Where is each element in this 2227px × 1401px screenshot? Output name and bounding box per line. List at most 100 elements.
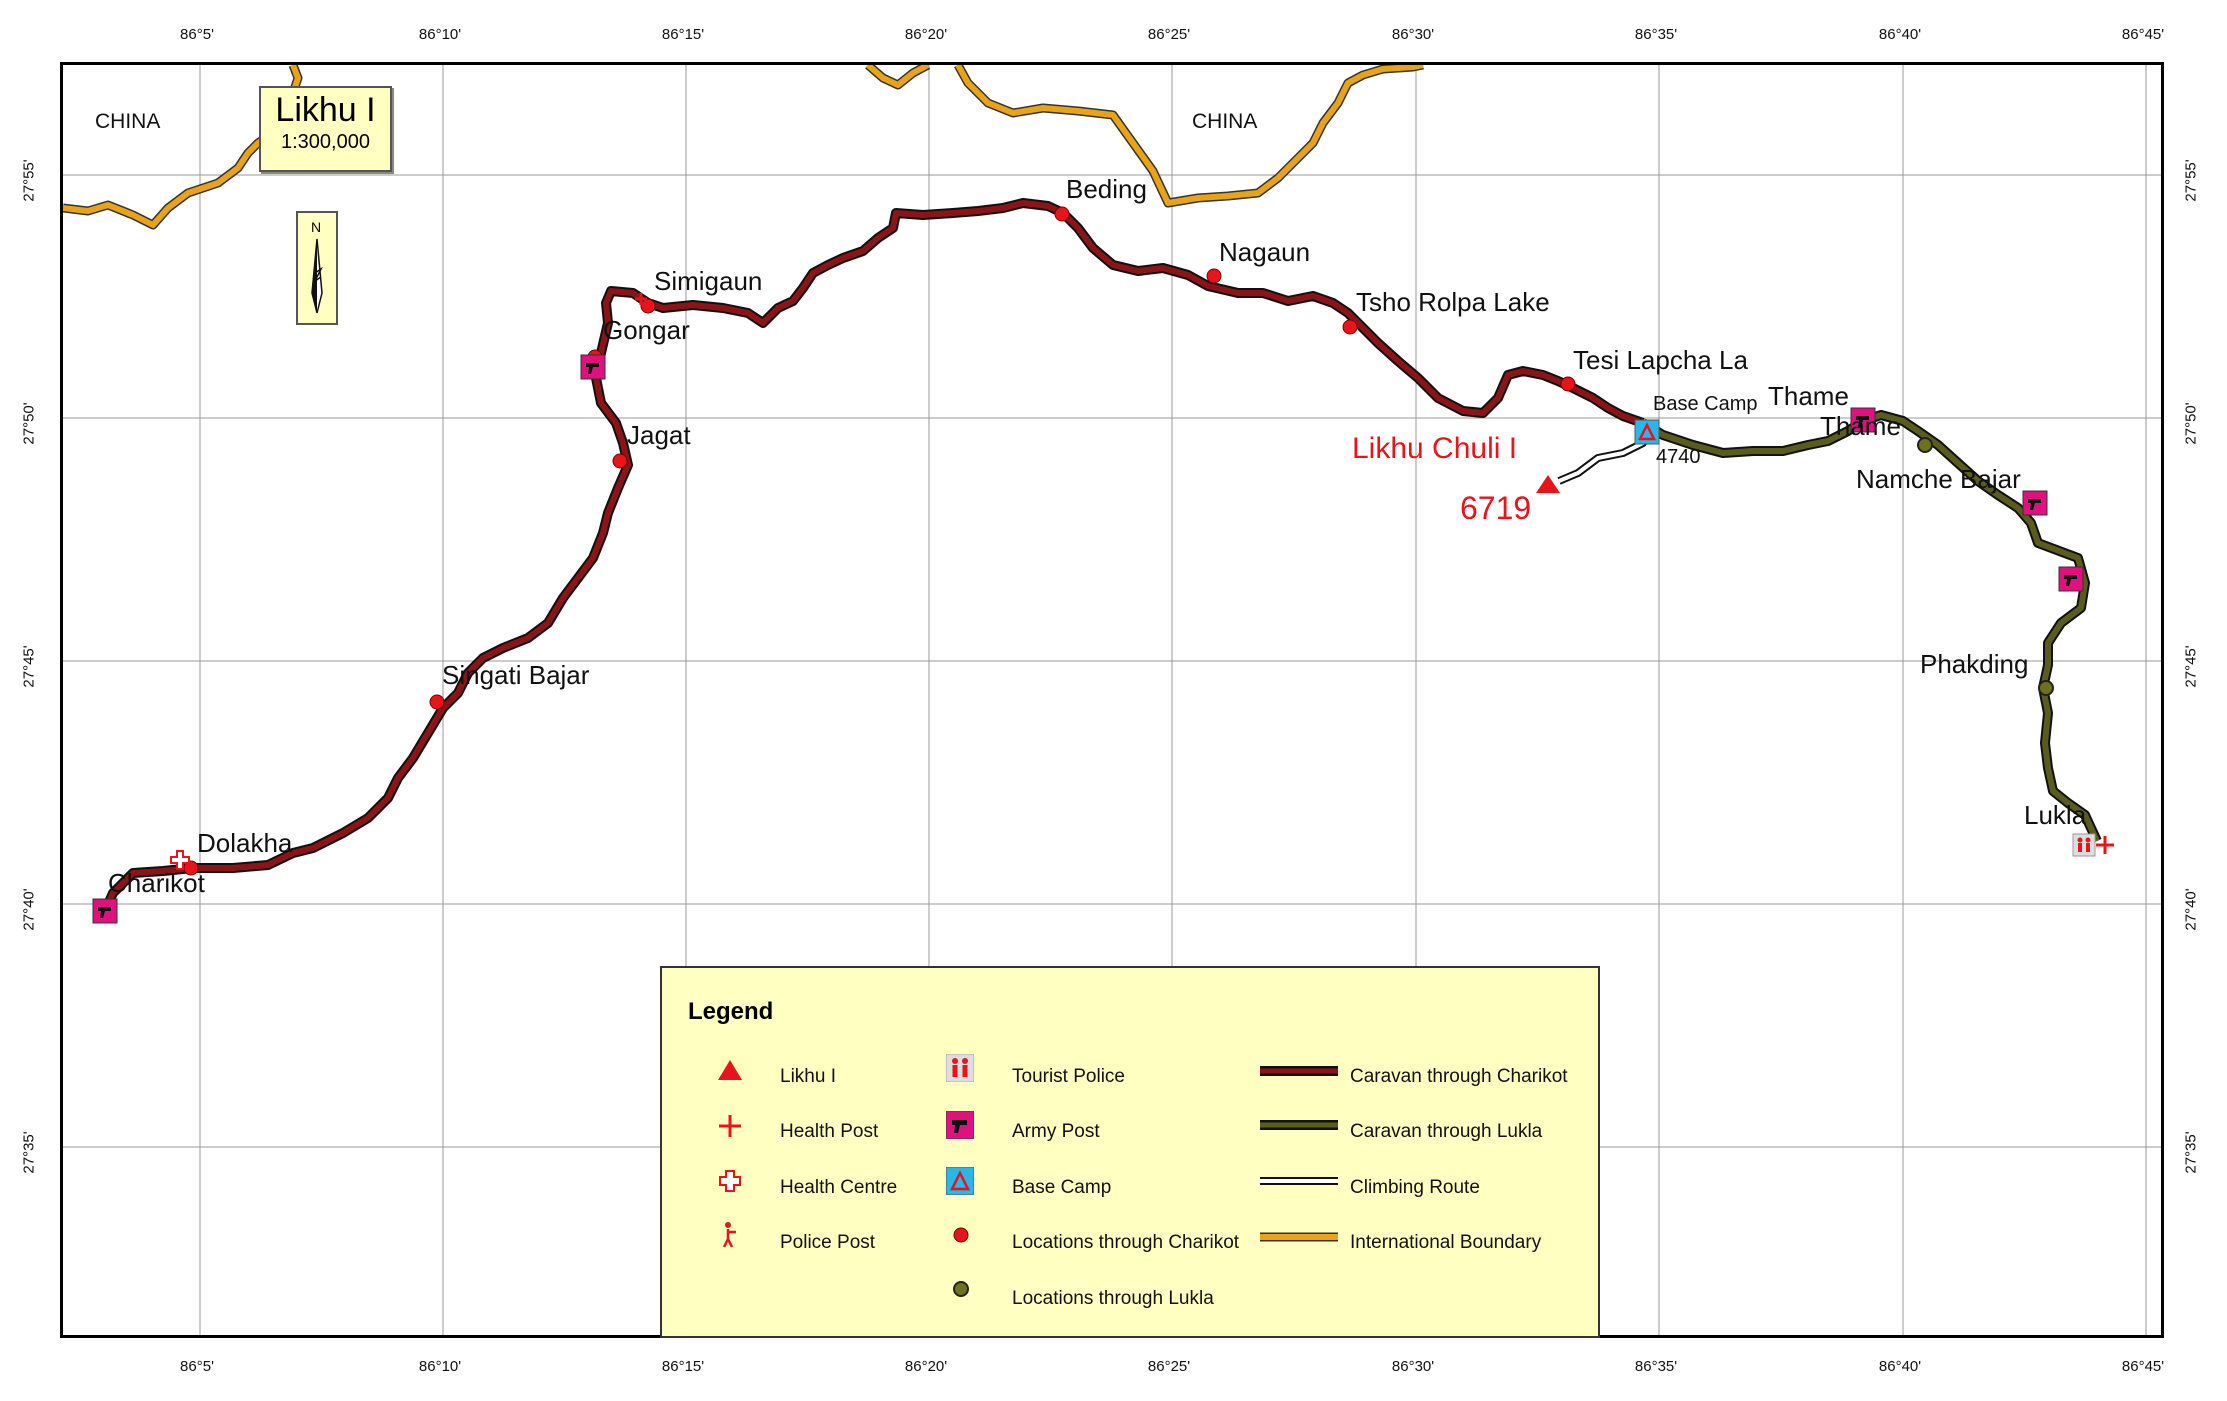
- army-post-icon: [92, 898, 118, 924]
- lon-tick-bottom: 86°25': [1147, 1358, 1191, 1375]
- climbing-route-line-icon: [1260, 1177, 1338, 1185]
- legend-label-caravan-charikot: Caravan through Charikot: [1350, 1066, 1568, 1087]
- caravan-route-charikot: [99, 198, 1645, 916]
- location-dot-simigaun: [640, 298, 656, 314]
- plus-icon: [719, 1115, 741, 1137]
- base-camp-icon: [1634, 419, 1660, 445]
- place-label-charikot: Charikot: [108, 868, 205, 898]
- lon-tick-top: 86°15': [661, 26, 705, 43]
- legend-label-loc-charikot: Locations through Charikot: [1012, 1232, 1240, 1253]
- legend-label-loc-lukla: Locations through Lukla: [1012, 1288, 1214, 1309]
- lat-tick-right: 27°35': [2182, 1131, 2200, 1174]
- lon-tick-bottom: 86°5': [180, 1358, 214, 1375]
- legend-label-health-centre: Health Centre: [780, 1177, 898, 1198]
- peak-name-label: Likhu Chuli I: [1352, 432, 1518, 465]
- north-arrow-box: N: [296, 211, 338, 325]
- army-posts: [92, 354, 2084, 924]
- place-label-jagat: Jagat: [627, 420, 691, 450]
- location-dot-tsho-rolpa: [1342, 319, 1358, 335]
- lat-tick-right: 27°55': [2182, 159, 2200, 202]
- olive-dot-icon: [953, 1281, 969, 1297]
- north-label: N: [311, 219, 322, 235]
- location-dot-singati: [429, 694, 445, 710]
- army-post-icon: [2022, 490, 2048, 516]
- police-figure-icon: [722, 1222, 736, 1248]
- legend-label-climbing-route: Climbing Route: [1350, 1177, 1480, 1198]
- peak-triangle-icon: [1536, 475, 1560, 493]
- legend-label-health-post: Health Post: [780, 1121, 879, 1142]
- lon-tick-top: 86°10': [418, 26, 462, 43]
- place-label-dolakha: Dolakha: [197, 828, 293, 858]
- place-label-gongar: Gongar: [603, 315, 690, 345]
- place-label-beding: Beding: [1066, 174, 1147, 204]
- lat-tick-left: 27°50': [20, 402, 38, 445]
- legend-label-police-post: Police Post: [780, 1232, 876, 1253]
- place-label-base-camp: Base Camp: [1653, 393, 1758, 415]
- lon-tick-top: 86°30': [1391, 26, 1435, 43]
- place-label-thame: Thame: [1768, 381, 1849, 411]
- base-camp-elevation: 4740: [1656, 446, 1701, 468]
- location-dot-nagaun: [1206, 268, 1222, 284]
- legend-label-intl-boundary: International Boundary: [1350, 1232, 1542, 1253]
- legend-title: Legend: [688, 998, 774, 1025]
- location-dot-beding: [1054, 206, 1070, 222]
- lon-tick-bottom: 86°20': [904, 1358, 948, 1375]
- lon-tick-top: 86°40': [1878, 26, 1922, 43]
- map-title: Likhu I: [275, 91, 376, 129]
- legend-label-army-post: Army Post: [1012, 1121, 1100, 1142]
- army-post-icon: [946, 1111, 974, 1139]
- lon-tick-bottom: 86°30': [1391, 1358, 1435, 1375]
- caravan-lukla-line-icon: [1260, 1120, 1338, 1130]
- place-label-tsho-rolpa: Tsho Rolpa Lake: [1356, 287, 1550, 317]
- lon-tick-bottom: 86°35': [1634, 1358, 1678, 1375]
- tourist-police-icon: [2072, 833, 2096, 857]
- red-dot-icon: [953, 1227, 969, 1243]
- location-dot-phakding: [2038, 680, 2054, 696]
- legend-label-caravan-lukla: Caravan through Lukla: [1350, 1121, 1543, 1142]
- health-centre-icon: [170, 850, 190, 870]
- map-canvas[interactable]: [63, 65, 2164, 1338]
- caravan-charikot-line-icon: [1260, 1066, 1338, 1076]
- lon-tick-top: 86°5': [180, 26, 214, 43]
- lat-tick-right: 27°40': [2182, 888, 2200, 931]
- lat-tick-right: 27°45': [2182, 645, 2200, 688]
- caravan-route-lukla: [1640, 410, 2102, 844]
- lon-tick-top: 86°25': [1147, 26, 1191, 43]
- legend-label-base-camp: Base Camp: [1012, 1177, 1112, 1198]
- army-post-icon: [580, 354, 606, 380]
- boundary-line-icon: [1260, 1232, 1338, 1242]
- health-post-icon: [635, 293, 2114, 854]
- legend-label-tourist-police: Tourist Police: [1012, 1066, 1125, 1087]
- place-label-namche: Namche Bajar: [1856, 464, 2021, 494]
- triangle-icon: [718, 1060, 742, 1080]
- tourist-police-icon: [946, 1054, 974, 1082]
- locations-charikot: [183, 206, 1576, 876]
- north-arrow-icon: [311, 238, 323, 314]
- lon-tick-bottom: 86°40': [1878, 1358, 1922, 1375]
- place-label-lukla: Lukla: [2024, 800, 2087, 830]
- legend: Legend Likhu I Health Post Health Centre…: [660, 966, 1600, 1338]
- army-post-icon: [2058, 566, 2084, 592]
- place-label-tesi-lapcha: Tesi Lapcha La: [1573, 345, 1748, 375]
- lat-tick-right: 27°50': [2182, 402, 2200, 445]
- locations-lukla: [1917, 437, 2054, 696]
- lon-tick-top: 86°45': [2121, 26, 2165, 43]
- location-dot-thame: [1917, 437, 1933, 453]
- base-camp-icon: [946, 1167, 974, 1195]
- place-label-singati: Singati Bajar: [442, 660, 590, 690]
- lon-tick-bottom: 86°45': [2121, 1358, 2165, 1375]
- lon-tick-bottom: 86°10': [418, 1358, 462, 1375]
- legend-label-likhu: Likhu I: [780, 1066, 836, 1087]
- location-dot-tesi-lapcha: [1560, 376, 1576, 392]
- place-label-nagaun: Nagaun: [1219, 237, 1311, 267]
- lon-tick-bottom: 86°15': [661, 1358, 705, 1375]
- army-post-icon: [1850, 407, 1876, 433]
- location-dot-jagat: [612, 453, 628, 469]
- map-scale: 1:300,000: [281, 131, 370, 153]
- lat-tick-left: 27°35': [20, 1131, 38, 1174]
- lat-tick-left: 27°40': [20, 888, 38, 931]
- map-title-box: Likhu I 1:300,000: [259, 86, 392, 172]
- country-label: CHINA: [1192, 110, 1258, 133]
- lon-tick-top: 86°35': [1634, 26, 1678, 43]
- lon-tick-top: 86°20': [904, 26, 948, 43]
